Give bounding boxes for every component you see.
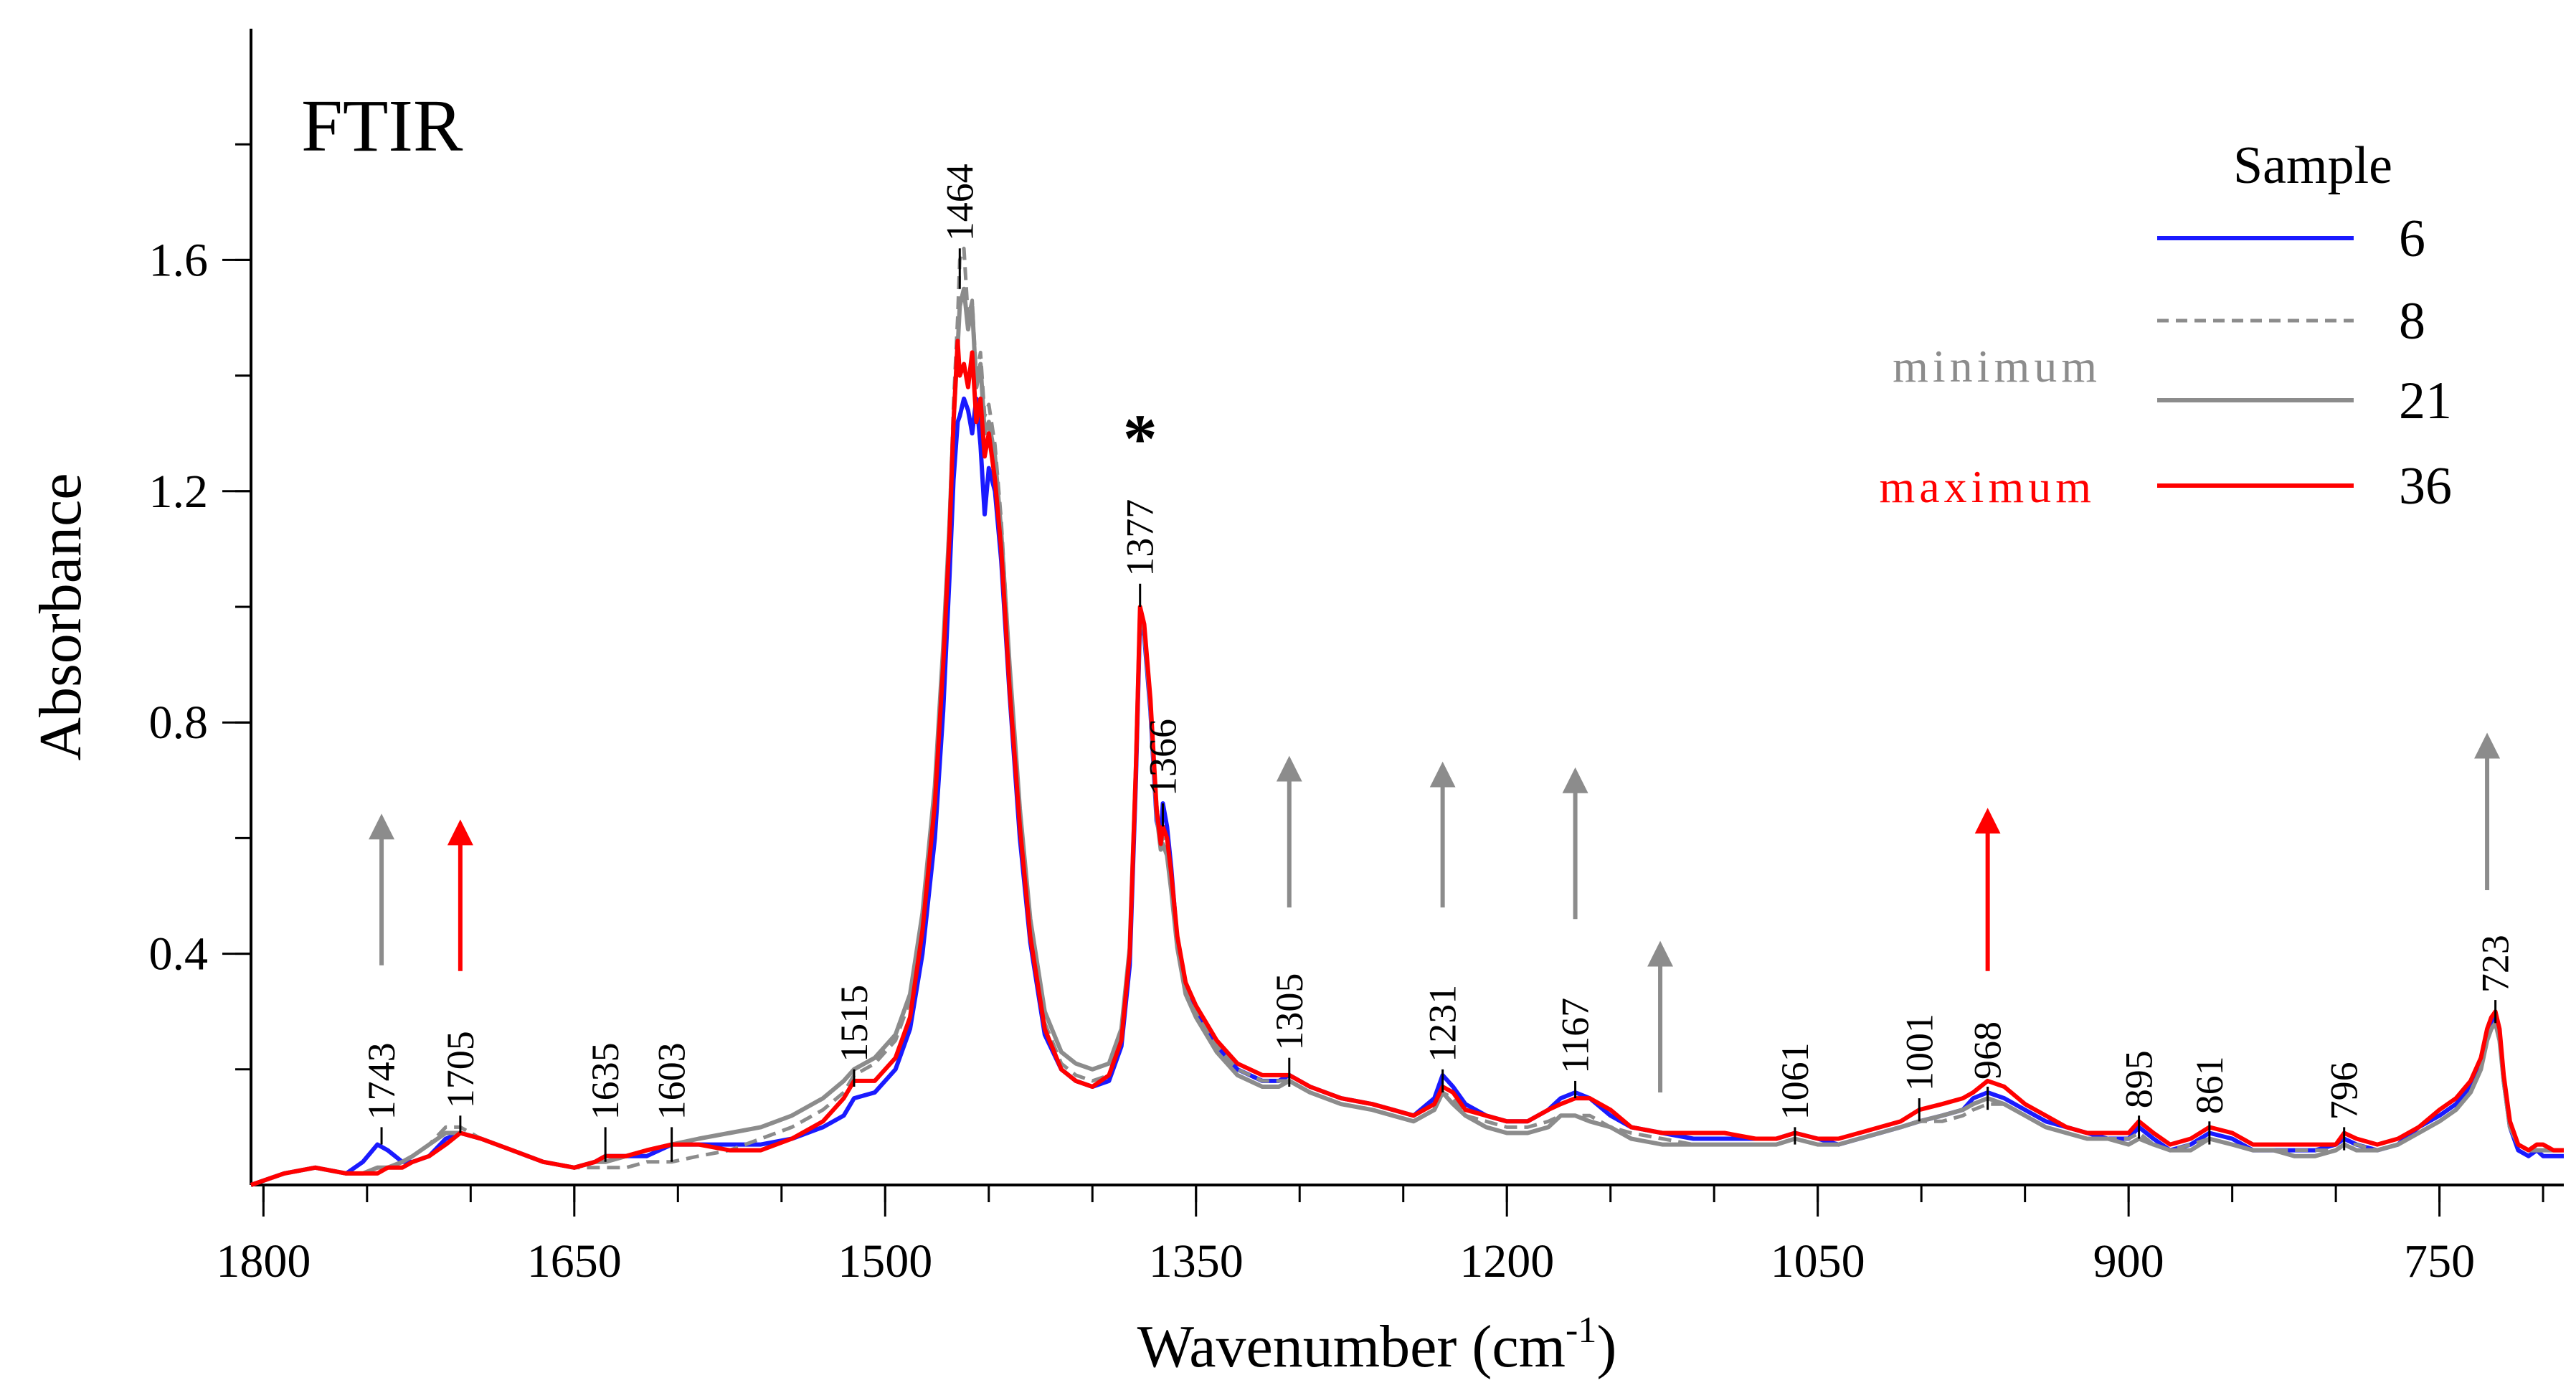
peak-label: 1743 xyxy=(360,1042,403,1120)
peak-label: 1464 xyxy=(938,164,981,241)
y-tick-label: 0.8 xyxy=(149,696,209,749)
x-tick-label: 900 xyxy=(2093,1235,2164,1288)
legend-label-21: 21 xyxy=(2399,372,2452,430)
y-tick-label: 1.2 xyxy=(149,466,209,518)
x-tick-label: 1350 xyxy=(1149,1235,1244,1288)
peak-label: 796 xyxy=(2323,1062,2366,1120)
peak-label: 1366 xyxy=(1142,719,1185,796)
annotation-layer: 1743 1705 1635 1603 1515 1464 1377 1366 1305 1231… xyxy=(360,164,2517,1162)
peak-label: 1001 xyxy=(1898,1014,1941,1091)
x-tick-label: 1500 xyxy=(838,1235,932,1288)
peak-label: 1515 xyxy=(833,985,876,1062)
series-layer xyxy=(250,246,2564,1187)
legend-group-minimum: minimum xyxy=(1893,341,2101,392)
y-tick-label: 1.6 xyxy=(149,234,209,286)
x-tick-label: 750 xyxy=(2404,1235,2475,1288)
peak-label: 1305 xyxy=(1268,973,1311,1051)
x-axis-title: Wavenumber (cm-1) xyxy=(1137,1310,1617,1380)
x-tick-label: 1050 xyxy=(1771,1235,1865,1288)
y-tick-label: 0.4 xyxy=(149,928,209,981)
peak-label: 1167 xyxy=(1554,998,1597,1074)
peak-label: 968 xyxy=(1966,1021,2009,1080)
series-line-36 xyxy=(250,339,2564,1187)
peak-asterisk: * xyxy=(1123,400,1157,477)
y-axis-title: Absorbance xyxy=(27,473,94,760)
peak-label: 895 xyxy=(2118,1050,2161,1108)
legend-group-maximum: maximum xyxy=(1879,461,2096,512)
legend: Sample 6 8 21 36 minimum maximum xyxy=(1879,136,2452,516)
axes-layer: 0.4 0.8 1.2 1.6 1800 1650 1500 1350 1200 1050 900 7… xyxy=(149,29,2564,1288)
peak-label: 723 xyxy=(2474,935,2517,993)
legend-label-8: 8 xyxy=(2399,292,2425,351)
panel-title: FTIR xyxy=(301,85,463,167)
legend-title: Sample xyxy=(2233,136,2392,195)
x-tick-label: 1200 xyxy=(1459,1235,1554,1288)
x-tick-label: 1650 xyxy=(527,1235,622,1288)
peak-label: 1603 xyxy=(650,1042,693,1120)
legend-label-6: 6 xyxy=(2399,209,2425,268)
peak-label: 1705 xyxy=(439,1031,482,1108)
peak-label: 1377 xyxy=(1119,499,1162,577)
series-line-21 xyxy=(250,286,2564,1187)
peak-label: 1231 xyxy=(1421,985,1464,1062)
x-tick-label: 1800 xyxy=(216,1235,311,1288)
peak-label: 861 xyxy=(2188,1056,2231,1114)
peak-label: 1635 xyxy=(584,1042,627,1120)
legend-label-36: 36 xyxy=(2399,457,2452,516)
peak-label: 1061 xyxy=(1774,1042,1817,1120)
